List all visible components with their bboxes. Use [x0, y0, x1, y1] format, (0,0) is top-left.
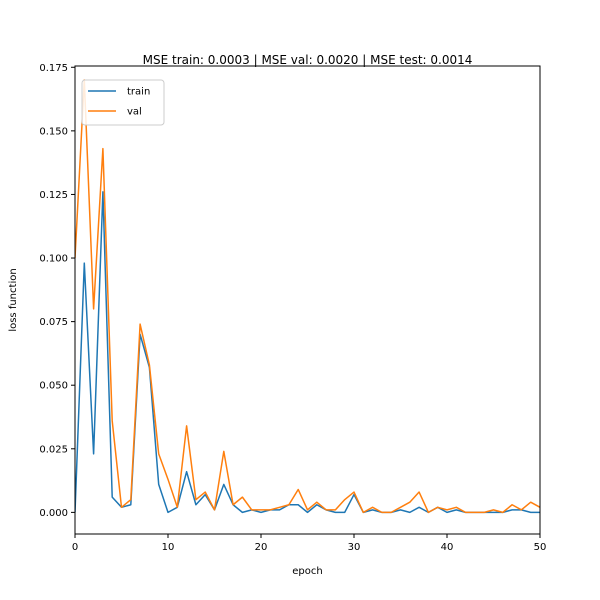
plot-area [75, 79, 540, 514]
x-axis: 0 10 20 30 40 50 [72, 534, 547, 553]
series-line-val [75, 79, 540, 514]
x-tick-label: 30 [348, 542, 361, 553]
series-line-train [75, 191, 540, 514]
y-axis: 0.000 0.025 0.050 0.075 0.100 0.125 0.150 0.175 [39, 63, 75, 519]
x-tick-label: 40 [441, 542, 454, 553]
legend-label-train: train [127, 87, 150, 98]
y-axis-label: loss function [8, 268, 19, 331]
legend-box [81, 79, 165, 126]
y-tick-label: 0.150 [39, 126, 68, 137]
y-tick-label: 0.075 [39, 317, 68, 328]
x-tick-label: 10 [162, 542, 175, 553]
y-tick-label: 0.125 [39, 190, 68, 201]
x-axis-label: epoch [292, 566, 322, 577]
y-tick-label: 0.100 [39, 254, 68, 265]
x-tick-label: 0 [72, 542, 78, 553]
legend: train val [81, 79, 165, 126]
y-tick-label: 0.025 [39, 444, 68, 455]
x-tick-label: 20 [255, 542, 268, 553]
chart-title: MSE train: 0.0003 | MSE val: 0.0020 | MS… [143, 53, 473, 67]
y-tick-label: 0.000 [39, 508, 68, 519]
y-tick-label: 0.050 [39, 381, 68, 392]
plot-frame [74, 65, 541, 535]
x-tick-label: 50 [534, 542, 547, 553]
legend-label-val: val [127, 107, 142, 118]
y-tick-label: 0.175 [39, 63, 68, 74]
